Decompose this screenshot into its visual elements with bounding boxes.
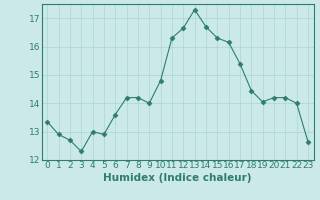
- X-axis label: Humidex (Indice chaleur): Humidex (Indice chaleur): [103, 173, 252, 183]
